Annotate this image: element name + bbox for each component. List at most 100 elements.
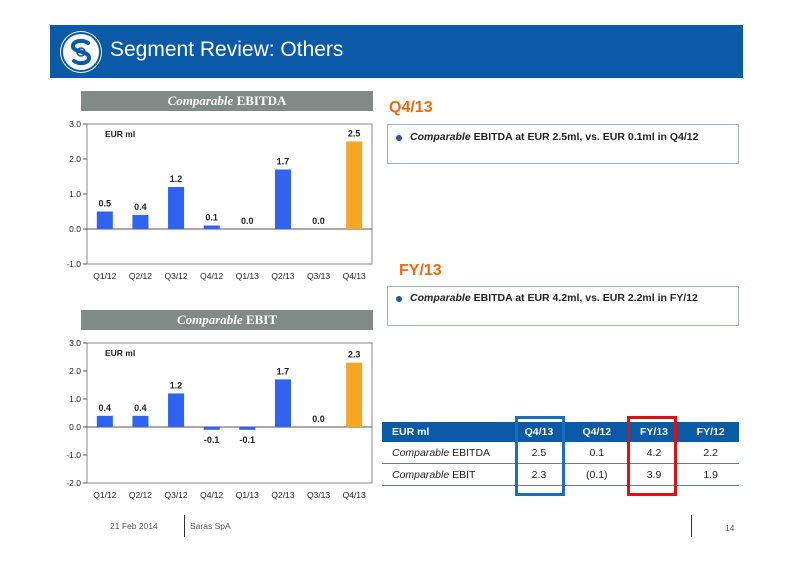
- ebit-chart-title-rest: EBIT: [242, 312, 278, 327]
- x-tick-label: Q4/13: [343, 490, 366, 500]
- bar: [346, 141, 363, 229]
- data-label: 0.0: [312, 216, 325, 226]
- table-header-cell: Q4/13: [510, 422, 568, 442]
- bullet-icon: [396, 296, 402, 302]
- data-label: 2.5: [348, 129, 361, 139]
- q4-section-title: Q4/13: [389, 99, 433, 116]
- bar: [239, 427, 256, 430]
- row-label-italic: Comparable: [392, 468, 450, 481]
- bar: [274, 169, 291, 229]
- footer-company: Saras SpA: [190, 521, 231, 531]
- table-row: Comparable EBIT 2.3 (0.1) 3.9 1.9: [382, 463, 739, 486]
- x-tick-label: Q2/12: [129, 490, 152, 500]
- bar: [168, 187, 185, 229]
- bar: [168, 393, 185, 427]
- data-label: 0.4: [134, 403, 147, 413]
- fy-bullet-italic: Comparable: [410, 292, 471, 304]
- y-tick-label: 2.0: [69, 154, 81, 164]
- ebit-chart-title: Comparable EBIT: [81, 310, 373, 330]
- data-label: 0.0: [241, 216, 254, 226]
- bar: [346, 362, 363, 427]
- x-tick-label: Q2/13: [271, 490, 294, 500]
- q4-13-highlight-frame: [515, 416, 565, 496]
- y-tick-label: 1.0: [69, 189, 81, 199]
- row-label-rest: EBITDA: [449, 446, 491, 459]
- data-label: 0.4: [99, 403, 112, 413]
- ebit-bar-chart: -2.0 -1.0 0.0 1.0 2.0 3.0 EUR ml 0.4 Q1/12 0.4 Q2/…: [66, 338, 373, 500]
- row-label-rest: EBIT: [449, 468, 476, 481]
- table-cell: 3.9: [625, 463, 683, 486]
- x-tick-label: Q1/13: [236, 271, 259, 281]
- x-tick-label: Q4/12: [200, 271, 223, 281]
- bar: [132, 215, 149, 229]
- plot-area: [86, 342, 373, 484]
- data-label: 0.5: [99, 199, 112, 209]
- bullet-icon: [396, 135, 402, 141]
- table-header-row: EUR ml Q4/13 Q4/12 FY/13 FY/12: [382, 422, 739, 442]
- x-tick-label: Q1/12: [93, 271, 116, 281]
- unit-label: EUR ml: [105, 348, 135, 358]
- q4-bullet-rest: EBITDA at EUR 2.5ml, vs. EUR 0.1ml in Q4…: [470, 131, 699, 143]
- saras-logo-icon: [60, 31, 102, 73]
- ebit-chart-title-italic: Comparable: [176, 312, 243, 327]
- footer-date: 21 Feb 2014: [110, 521, 158, 531]
- table-header-cell: Q4/12: [567, 422, 626, 442]
- header-bar: [50, 25, 743, 78]
- x-tick-label: Q3/13: [307, 490, 330, 500]
- x-tick-label: Q3/12: [164, 271, 187, 281]
- y-tick-label: 2.0: [69, 366, 81, 376]
- table-cell: 2.2: [682, 442, 739, 464]
- x-tick-label: Q2/13: [271, 271, 294, 281]
- bar: [203, 427, 220, 430]
- ebitda-chart-title: Comparable EBITDA: [81, 91, 373, 111]
- x-tick-label: Q1/12: [93, 490, 116, 500]
- x-tick-label: Q3/12: [164, 490, 187, 500]
- q4-bullet-text: Comparable EBITDA at EUR 2.5ml, vs. EUR …: [410, 131, 698, 143]
- y-tick-label: 0.0: [69, 422, 81, 432]
- fy-section-title: FY/13: [399, 262, 442, 279]
- table-cell: (0.1): [567, 463, 626, 486]
- data-label: 2.3: [348, 350, 361, 360]
- footer-divider: [184, 515, 185, 537]
- table-header-cell: EUR ml: [382, 422, 510, 442]
- y-tick-label: 0.0: [69, 224, 81, 234]
- page-number: 14: [725, 523, 735, 533]
- y-tick-label: 3.0: [69, 338, 81, 348]
- data-label: 0.4: [134, 202, 147, 212]
- footer-divider: [691, 515, 692, 537]
- fy-bullet-box: Comparable EBITDA at EUR 4.2ml, vs. EUR …: [387, 286, 739, 326]
- bar: [274, 379, 291, 427]
- table-cell: 2.5: [510, 442, 568, 464]
- table-header-cell: FY/13: [625, 422, 683, 442]
- data-label: 1.2: [170, 174, 183, 184]
- table-cell: 1.9: [682, 463, 739, 486]
- page-title: Segment Review: Others: [110, 38, 344, 61]
- y-tick-label: 3.0: [69, 119, 81, 129]
- ebitda-chart-title-italic: Comparable: [167, 93, 234, 108]
- kpi-table: EUR ml Q4/13 Q4/12 FY/13 FY/12 Comparabl…: [382, 422, 739, 486]
- bar: [203, 225, 220, 229]
- q4-bullet-box: Comparable EBITDA at EUR 2.5ml, vs. EUR …: [387, 124, 739, 164]
- plot-area: [86, 123, 373, 265]
- table-header-cell: FY/12: [682, 422, 739, 442]
- y-tick-label: -2.0: [66, 478, 81, 488]
- table-row-label: Comparable EBITDA: [382, 442, 510, 464]
- x-tick-label: Q4/13: [343, 271, 366, 281]
- table-row-label: Comparable EBIT: [382, 463, 510, 486]
- ebitda-chart-title-rest: EBITDA: [233, 93, 287, 108]
- data-label: 1.7: [277, 157, 290, 167]
- table-row: Comparable EBITDA 2.5 0.1 4.2 2.2: [382, 442, 739, 464]
- data-label: -0.1: [204, 435, 220, 445]
- data-label: -0.1: [240, 435, 256, 445]
- data-label: 0.1: [205, 213, 218, 223]
- data-label: 1.7: [277, 366, 290, 376]
- x-tick-label: Q1/13: [236, 490, 259, 500]
- table-cell: 2.3: [510, 463, 568, 486]
- x-tick-label: Q3/13: [307, 271, 330, 281]
- data-label: 0.0: [312, 414, 325, 424]
- fy-bullet-rest: EBITDA at EUR 4.2ml, vs. EUR 2.2ml in FY…: [470, 292, 698, 304]
- bar: [96, 415, 113, 427]
- q4-bullet-italic: Comparable: [410, 131, 471, 143]
- table-cell: 4.2: [625, 442, 683, 464]
- data-label: 1.2: [170, 380, 183, 390]
